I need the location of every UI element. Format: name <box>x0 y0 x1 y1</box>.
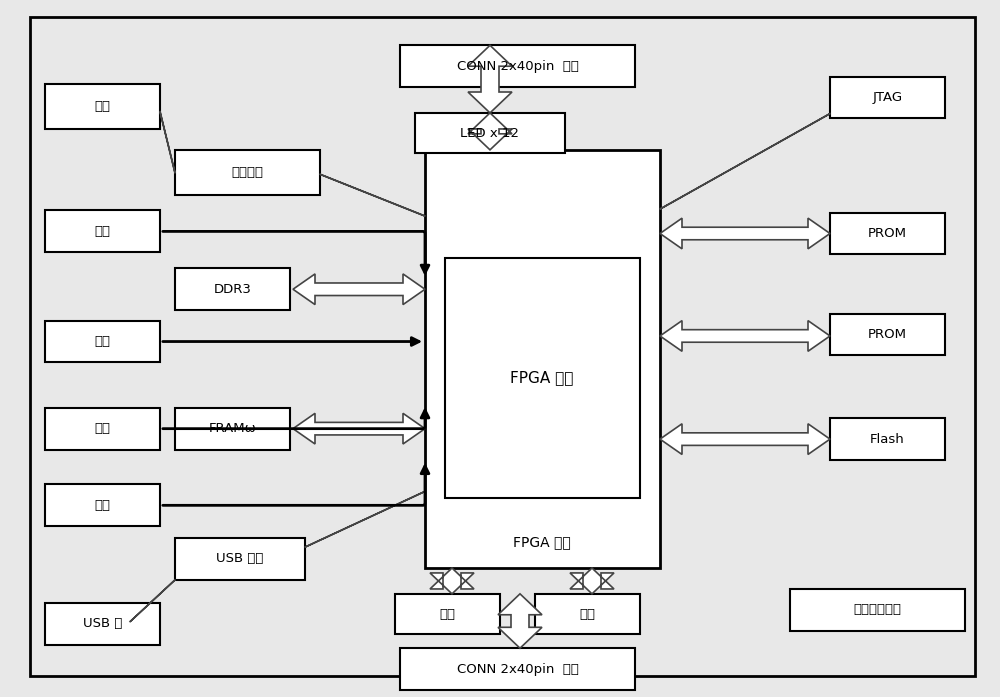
Text: 电源转换芯片: 电源转换芯片 <box>854 604 902 616</box>
Text: 复位: 复位 <box>95 499 111 512</box>
Polygon shape <box>320 174 425 216</box>
Bar <box>830 77 945 118</box>
Polygon shape <box>160 112 175 173</box>
Text: FPGA 插座: FPGA 插座 <box>513 535 571 549</box>
Bar <box>830 213 945 254</box>
Bar <box>45 210 160 252</box>
Text: 串口: 串口 <box>95 100 111 113</box>
Text: 晶振: 晶振 <box>580 608 596 620</box>
Bar <box>45 84 160 129</box>
Polygon shape <box>498 594 542 648</box>
Text: 开关: 开关 <box>95 335 111 348</box>
Text: 串口芯片: 串口芯片 <box>232 166 264 179</box>
Text: DDR3: DDR3 <box>214 283 251 296</box>
Bar <box>425 150 660 568</box>
Bar <box>45 603 160 645</box>
Text: CONN 2x40pin  插座: CONN 2x40pin 插座 <box>457 663 578 675</box>
Polygon shape <box>130 580 175 622</box>
Polygon shape <box>293 413 425 444</box>
Text: FPGA 芯片: FPGA 芯片 <box>510 370 574 385</box>
Text: JTAG: JTAG <box>872 91 903 104</box>
Polygon shape <box>293 274 425 305</box>
Bar <box>45 484 160 526</box>
Bar <box>45 408 160 450</box>
Bar <box>400 648 635 690</box>
Text: 晶振: 晶振 <box>440 608 456 620</box>
Text: PROM: PROM <box>868 328 907 341</box>
Polygon shape <box>660 321 830 351</box>
Text: USB 口: USB 口 <box>83 618 122 630</box>
Polygon shape <box>660 114 830 209</box>
Polygon shape <box>468 113 512 150</box>
Text: 开关: 开关 <box>95 422 111 435</box>
Bar <box>175 408 290 450</box>
Polygon shape <box>660 218 830 249</box>
Text: FRAMω: FRAMω <box>209 422 256 435</box>
Polygon shape <box>305 491 425 547</box>
Text: Flash: Flash <box>870 433 905 445</box>
Bar <box>175 538 305 580</box>
Bar <box>790 589 965 631</box>
Bar <box>175 268 290 310</box>
Text: CONN 2x40pin  插座: CONN 2x40pin 插座 <box>457 60 578 72</box>
Bar <box>415 113 565 153</box>
Bar <box>445 258 640 498</box>
Bar <box>535 594 640 634</box>
Bar <box>830 314 945 355</box>
Polygon shape <box>570 568 614 594</box>
Text: LED x 12: LED x 12 <box>460 127 520 139</box>
Bar <box>45 321 160 362</box>
Polygon shape <box>430 568 474 594</box>
Bar <box>400 45 635 87</box>
Bar <box>830 418 945 460</box>
Text: 开关: 开关 <box>95 225 111 238</box>
Bar <box>395 594 500 634</box>
Text: USB 芯片: USB 芯片 <box>216 553 264 565</box>
Bar <box>175 150 320 195</box>
Polygon shape <box>660 424 830 454</box>
Polygon shape <box>468 45 512 113</box>
Text: PROM: PROM <box>868 227 907 240</box>
